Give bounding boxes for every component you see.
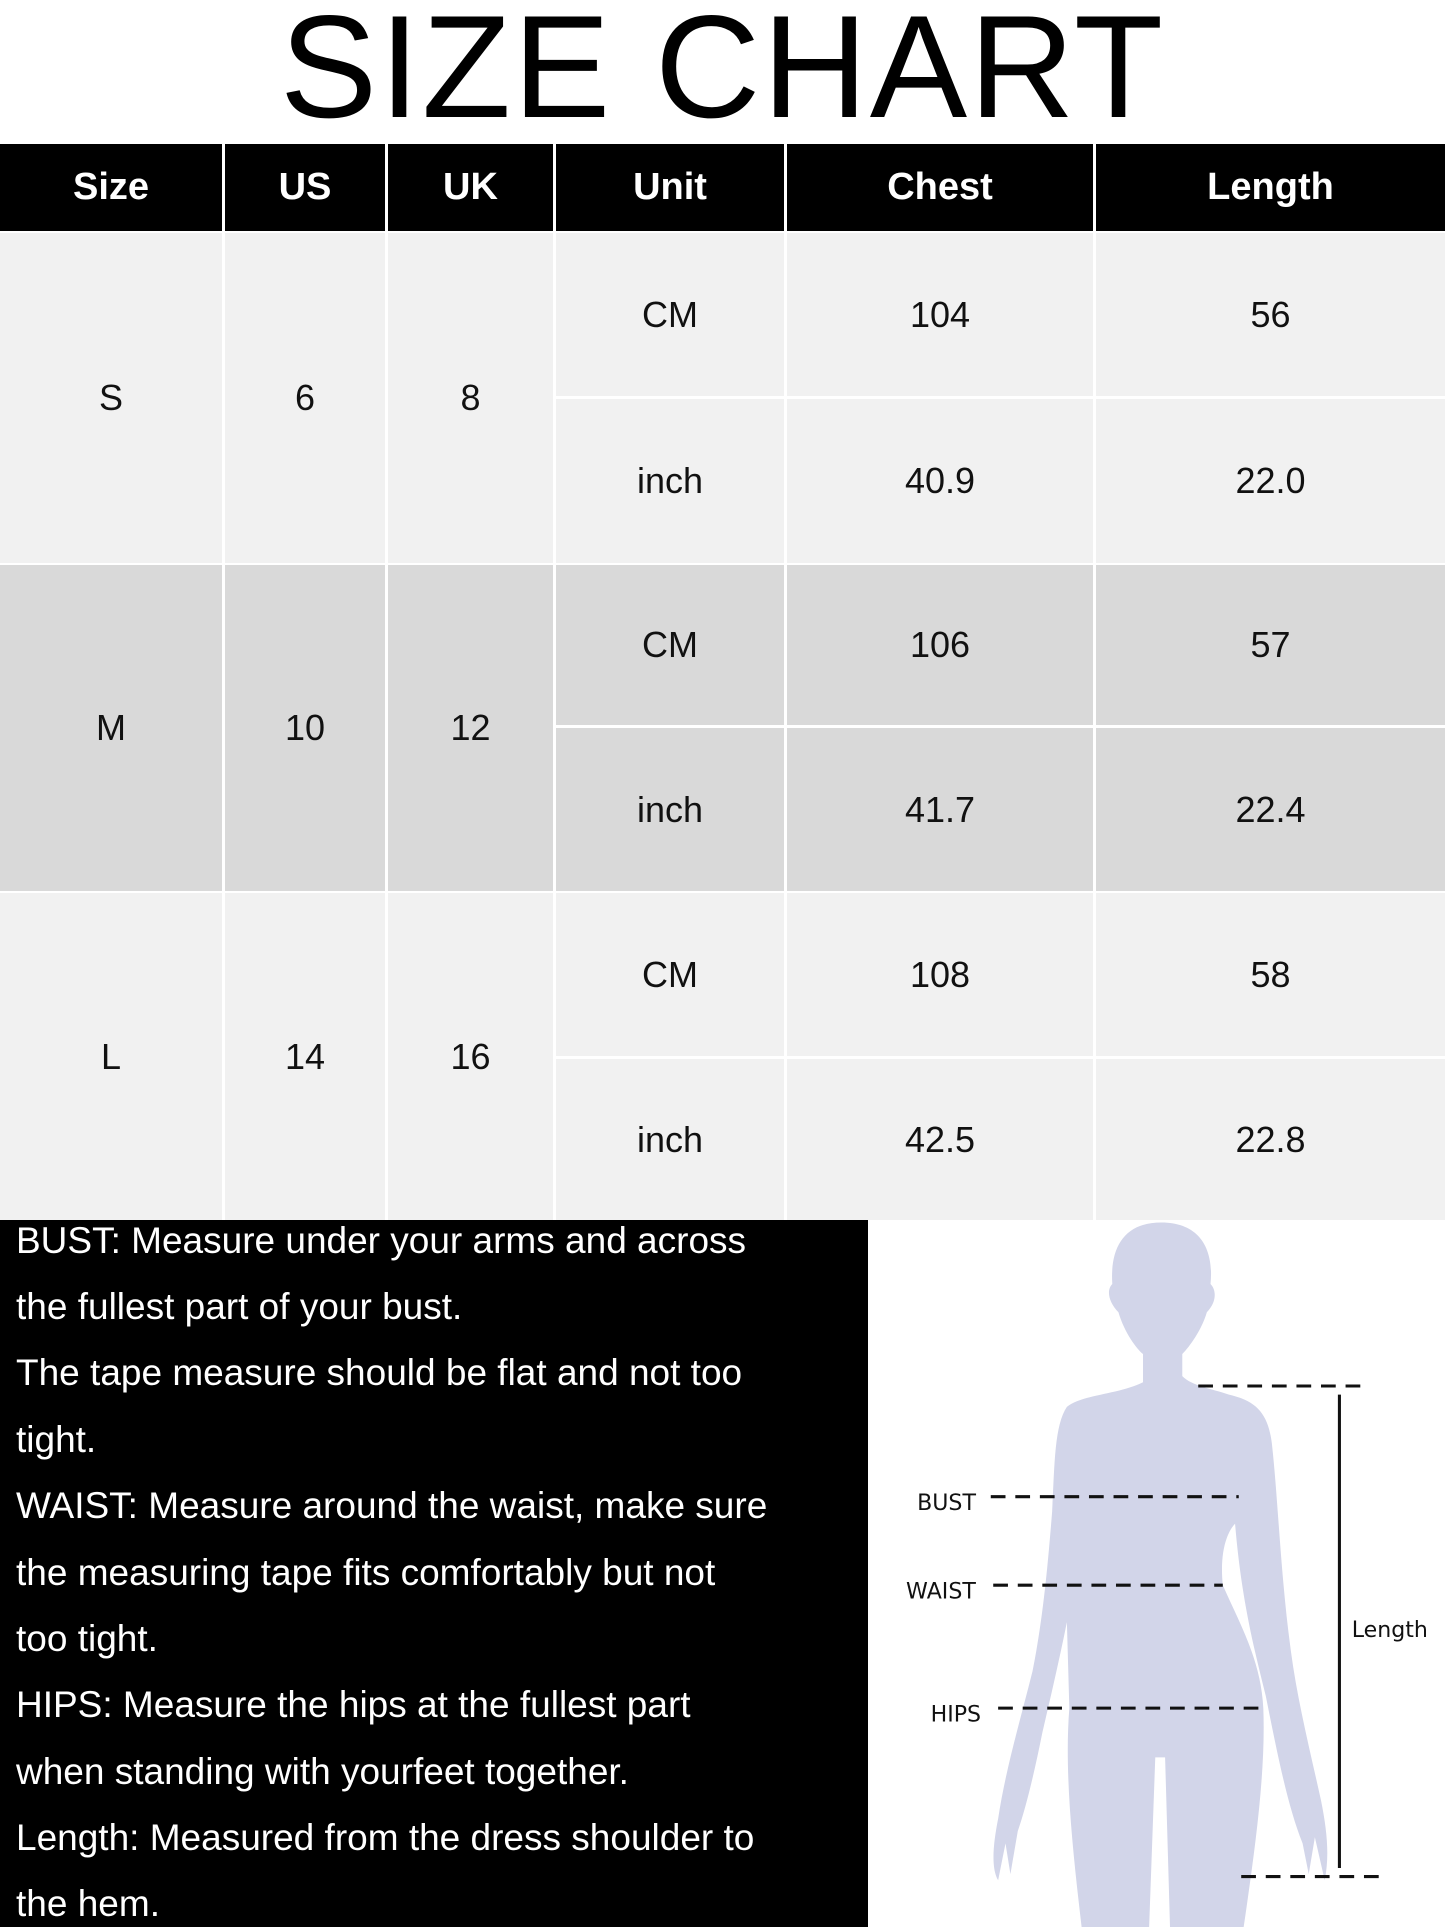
length-label: Length <box>1352 1617 1428 1643</box>
note-line: The tape measure should be flat and not … <box>16 1352 743 1393</box>
header-us: US <box>225 144 385 231</box>
bust-label: BUST <box>917 1490 976 1516</box>
note-line: too tight. <box>16 1618 158 1659</box>
us-cell: 14 <box>225 893 385 1220</box>
us-cell: 6 <box>225 233 385 563</box>
note-line: Length: Measured from the dress shoulder… <box>16 1817 755 1858</box>
length-cell: 56 <box>1096 233 1445 396</box>
length-cell: 22.0 <box>1096 399 1445 563</box>
waist-label: WAIST <box>906 1579 976 1605</box>
uk-cell: 8 <box>388 233 553 563</box>
measurement-notes: BUST: Measure under your arms and across… <box>0 1220 868 1927</box>
chest-cell: 42.5 <box>787 1059 1093 1220</box>
chest-cell: 106 <box>787 565 1093 725</box>
length-cell: 58 <box>1096 893 1445 1056</box>
header-size: Size <box>0 144 222 231</box>
note-line: when standing with yourfeet together. <box>16 1751 629 1792</box>
header-chest: Chest <box>787 144 1093 231</box>
note-line: BUST: Measure under your arms and across <box>16 1220 747 1261</box>
page-title: SIZE CHART <box>279 0 1166 148</box>
hips-label: HIPS <box>931 1702 981 1728</box>
unit-cell: inch <box>556 728 784 891</box>
body-silhouette <box>993 1222 1328 1927</box>
header-length: Length <box>1096 144 1445 231</box>
note-line: the hem. <box>16 1883 160 1924</box>
uk-cell: 12 <box>388 565 553 891</box>
chest-cell: 104 <box>787 233 1093 396</box>
chest-cell: 41.7 <box>787 728 1093 891</box>
unit-cell: inch <box>556 399 784 563</box>
length-cell: 22.8 <box>1096 1059 1445 1220</box>
unit-cell: CM <box>556 565 784 725</box>
length-cell: 22.4 <box>1096 728 1445 891</box>
size-cell: L <box>0 893 222 1220</box>
unit-cell: inch <box>556 1059 784 1220</box>
note-line: the measuring tape fits comfortably but … <box>16 1552 716 1593</box>
note-line: the fullest part of your bust. <box>16 1286 463 1327</box>
header-unit: Unit <box>556 144 784 231</box>
size-cell: M <box>0 565 222 891</box>
uk-cell: 16 <box>388 893 553 1220</box>
us-cell: 10 <box>225 565 385 891</box>
unit-cell: CM <box>556 893 784 1056</box>
note-line: WAIST: Measure around the waist, make su… <box>16 1485 768 1526</box>
body-measurement-diagram: BUST WAIST HIPS Length <box>906 1222 1428 1927</box>
header-uk: UK <box>388 144 553 231</box>
chest-cell: 108 <box>787 893 1093 1056</box>
unit-cell: CM <box>556 233 784 396</box>
length-cell: 57 <box>1096 565 1445 725</box>
note-line: tight. <box>16 1419 97 1460</box>
chest-cell: 40.9 <box>787 399 1093 563</box>
size-cell: S <box>0 233 222 563</box>
note-line: HIPS: Measure the hips at the fullest pa… <box>16 1684 691 1725</box>
